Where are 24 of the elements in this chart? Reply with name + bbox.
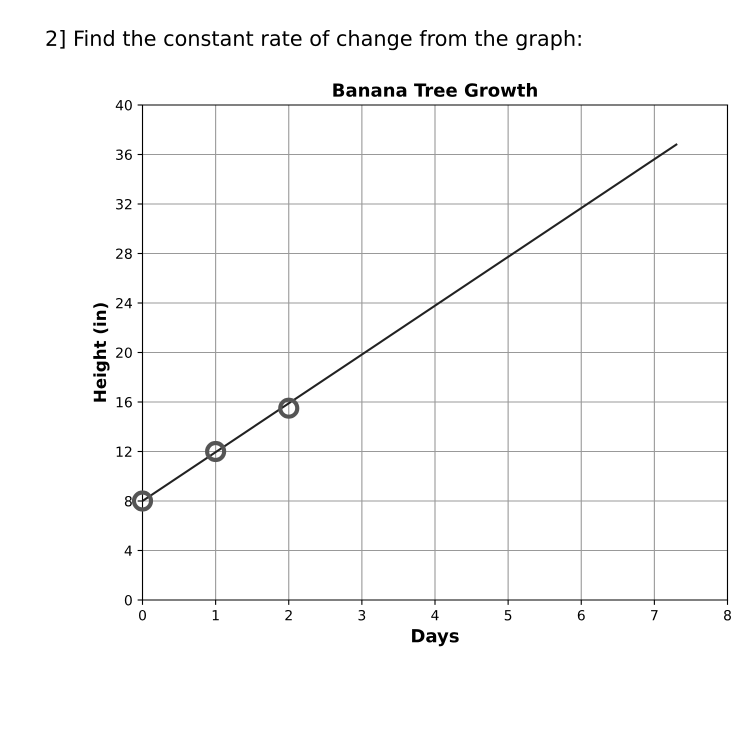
chart-title: Banana Tree Growth — [333, 82, 537, 97]
x-tick-label: 5 — [504, 610, 512, 620]
x-axis-title: Days — [412, 629, 459, 646]
y-tick-label: 4 — [124, 546, 132, 556]
x-tick-label: 3 — [358, 610, 366, 620]
y-tick-label: 24 — [116, 298, 132, 308]
y-tick-label: 28 — [116, 248, 132, 259]
y-tick-label: 32 — [116, 198, 132, 210]
y-tick-label: 0 — [124, 594, 132, 606]
y-tick-label: 12 — [116, 446, 132, 457]
text: 2] Find the constant rate of change from the graph: — [46, 30, 581, 50]
y-tick-label: 16 — [116, 396, 132, 408]
y-tick-label: 20 — [116, 347, 132, 358]
x-tick-label: 0 — [138, 610, 146, 620]
x-tick-label: 8 — [724, 610, 731, 620]
x-tick-label: 6 — [578, 610, 585, 620]
x-tick-label: 1 — [212, 610, 219, 620]
y-tick-label: 8 — [124, 496, 132, 506]
x-tick-label: 4 — [431, 610, 439, 620]
y-tick-label: 40 — [116, 100, 132, 110]
y-axis-title: Height (in) — [93, 303, 110, 402]
x-tick-label: 7 — [651, 610, 658, 620]
y-tick-label: 36 — [116, 149, 132, 160]
x-tick-label: 2 — [285, 610, 292, 620]
